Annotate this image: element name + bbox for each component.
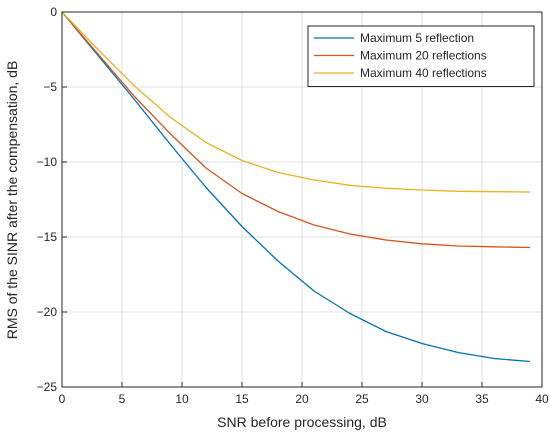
series-line-3 <box>61 11 531 193</box>
x-tick-label: 35 <box>475 392 489 406</box>
legend-box <box>307 25 535 87</box>
x-axis-label: SNR before processing, dB <box>217 414 387 430</box>
y-tick-label: −25 <box>37 380 58 394</box>
series-lines <box>61 11 531 363</box>
series-line-2 <box>61 11 531 249</box>
x-tick-label: 20 <box>295 392 309 406</box>
x-tick-label: 25 <box>355 392 369 406</box>
x-tick-label: 40 <box>535 392 549 406</box>
y-tick-label: −10 <box>37 155 58 169</box>
legend-label-2: Maximum 20 reflections <box>360 49 487 63</box>
x-tick-label: 10 <box>175 392 189 406</box>
axis-ticks: 0 5 10 15 20 25 30 35 40 0 −5 −10 −15 −20 −25 <box>37 5 549 406</box>
y-tick-label: −5 <box>43 80 57 94</box>
grid <box>62 12 542 387</box>
legend-label-1: Maximum 5 reflection <box>360 31 474 45</box>
legend-label-3: Maximum 40 reflections <box>360 66 487 80</box>
y-axis-label: RMS of the SINR after the compensation, … <box>4 61 20 340</box>
series-line-1 <box>61 11 531 363</box>
y-tick-label: −20 <box>37 305 58 319</box>
x-tick-label: 0 <box>59 392 66 406</box>
x-tick-label: 30 <box>415 392 429 406</box>
x-tick-label: 5 <box>119 392 126 406</box>
x-tick-label: 15 <box>235 392 249 406</box>
y-tick-label: −15 <box>37 230 58 244</box>
legend: Maximum 5 reflection Maximum 20 reflectio… <box>307 25 535 87</box>
y-tick-label: 0 <box>50 5 57 19</box>
